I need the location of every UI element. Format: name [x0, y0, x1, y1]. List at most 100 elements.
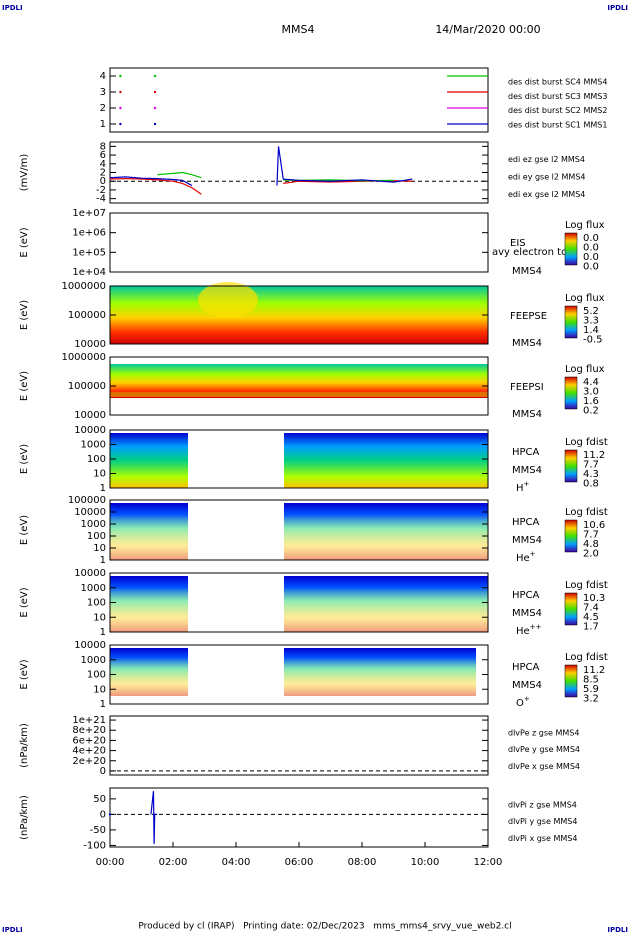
y-axis-label: E (eV): [19, 227, 30, 257]
spacecraft-label: MMS4: [512, 465, 542, 476]
colorbar-label: 7.7: [583, 530, 599, 541]
x-tick-label: 08:00: [348, 857, 377, 868]
colorbar-label: 3.3: [583, 316, 599, 327]
colorbar-label: 10.3: [583, 593, 605, 604]
colorbar: [564, 592, 578, 626]
y-tick-label: -4: [96, 194, 106, 205]
colorbar-label: 0.0: [583, 233, 599, 244]
panel-frame: [109, 67, 489, 133]
colorbar-label: 3.0: [583, 387, 599, 398]
date: 14/Mar/2020 00:00: [435, 23, 540, 36]
legend-entry: des dist burst SC1 MMS1: [508, 120, 607, 129]
legend-entry: des dist burst SC2 MMS2: [508, 106, 607, 115]
y-tick-label: 10: [93, 612, 106, 623]
y-tick-label: 100: [87, 598, 106, 609]
y-axis-label: E (eV): [19, 300, 30, 330]
y-axis-label: E (eV): [19, 444, 30, 474]
y-tick-label: 10: [93, 684, 106, 695]
y-tick-label: 1e+21: [72, 715, 106, 726]
colorbar: [564, 232, 578, 266]
data-line: [157, 171, 202, 179]
colorbar-label: 8.5: [583, 675, 599, 686]
data-gap: [188, 430, 284, 490]
colorbar-label: 7.4: [583, 603, 599, 614]
colorbar: [564, 449, 578, 483]
colorbar-title: Log fdist: [565, 507, 608, 518]
y-tick-label: 4: [100, 71, 106, 82]
panel-frame: [109, 499, 489, 561]
colorbar-label: 0.8: [583, 479, 599, 490]
instrument-label: HPCA: [512, 590, 540, 601]
corner-label: IPDLI: [607, 926, 628, 934]
spacecraft-label: MMS4: [512, 338, 542, 349]
y-axis-label: E (eV): [19, 587, 30, 617]
y-tick-label: 1000000: [61, 352, 106, 363]
species-label: He++: [516, 623, 542, 637]
y-axis-label: (nPa/km): [19, 723, 30, 768]
y-tick-label: 8e+20: [72, 725, 106, 736]
colorbar-label: -0.5: [583, 335, 603, 346]
footer: Produced by cl (IRAP) Printing date: 02/…: [138, 922, 511, 932]
y-tick-label: 1000: [81, 440, 106, 451]
y-tick-label: 2e+20: [72, 756, 106, 767]
spacecraft-label: MMS4: [512, 535, 542, 546]
data-point: [153, 122, 157, 126]
y-tick-label: 6e+20: [72, 735, 106, 746]
instrument-label: FEEPSE: [510, 311, 547, 322]
y-tick-label: 4e+20: [72, 746, 106, 757]
y-axis-label: E (eV): [19, 659, 30, 689]
y-tick-label: 0: [100, 766, 106, 777]
colorbar: [564, 519, 578, 553]
panel-frame: [109, 212, 489, 273]
note-label: avy electron to: [492, 247, 567, 258]
data-line: [150, 791, 158, 844]
species-label: H+: [516, 480, 530, 494]
y-tick-label: 1e+07: [72, 208, 106, 219]
data-point: [153, 106, 157, 110]
y-tick-label: 10000: [74, 425, 106, 436]
spectrogram-image: [110, 392, 488, 397]
y-tick-label: 1000: [81, 583, 106, 594]
y-tick-label: 1000000: [61, 281, 106, 292]
panel-frame: [109, 787, 489, 848]
y-tick-label: 1: [100, 119, 106, 130]
legend-entry: edi ey gse l2 MMS4: [508, 172, 586, 181]
y-tick-label: 1e+04: [72, 267, 106, 278]
y-tick-label: 2: [100, 168, 106, 179]
data-point: [108, 813, 112, 816]
colorbar-title: Log fdist: [565, 652, 608, 663]
spectrogram-image: [110, 576, 488, 632]
y-tick-label: 10: [93, 469, 106, 480]
instrument-label: HPCA: [512, 662, 540, 673]
legend-entry: dlvPe z gse MMS4: [508, 728, 579, 737]
y-tick-label: 1: [100, 483, 106, 494]
y-tick-label: 4: [100, 159, 106, 170]
colorbar-title: Log flux: [565, 364, 605, 375]
y-tick-label: -100: [83, 840, 106, 851]
colorbar-label: 5.2: [583, 306, 599, 317]
data-line: [283, 180, 413, 184]
spacecraft-label: MMS4: [512, 266, 542, 277]
colorbar-label: 4.4: [583, 377, 599, 388]
y-tick-label: 2: [100, 103, 106, 114]
data-gap: [188, 645, 284, 706]
y-tick-label: 50: [93, 794, 106, 805]
colorbar-title: Log fdist: [565, 437, 608, 448]
legend-entry: dlvPi z gse MMS4: [508, 800, 577, 809]
colorbar: [564, 376, 578, 410]
y-tick-label: 100: [87, 670, 106, 681]
species-label: He+: [516, 550, 536, 564]
colorbar-label: 0.0: [583, 262, 599, 273]
y-axis-label: (mV/m): [19, 154, 30, 192]
corner-label: IPDLI: [607, 4, 628, 12]
data-line: [109, 176, 193, 187]
y-tick-label: 10000: [74, 410, 106, 421]
x-tick-label: 04:00: [222, 857, 251, 868]
colorbar-label: 1.4: [583, 325, 599, 336]
y-tick-label: 100: [87, 531, 106, 542]
colorbar-title: Log fdist: [565, 580, 608, 591]
legend-entry: des dist burst SC4 MMS4: [508, 78, 607, 87]
colorbar-label: 0.2: [583, 406, 599, 417]
y-tick-label: 1: [100, 699, 106, 710]
colorbar-label: 2.0: [583, 549, 599, 560]
